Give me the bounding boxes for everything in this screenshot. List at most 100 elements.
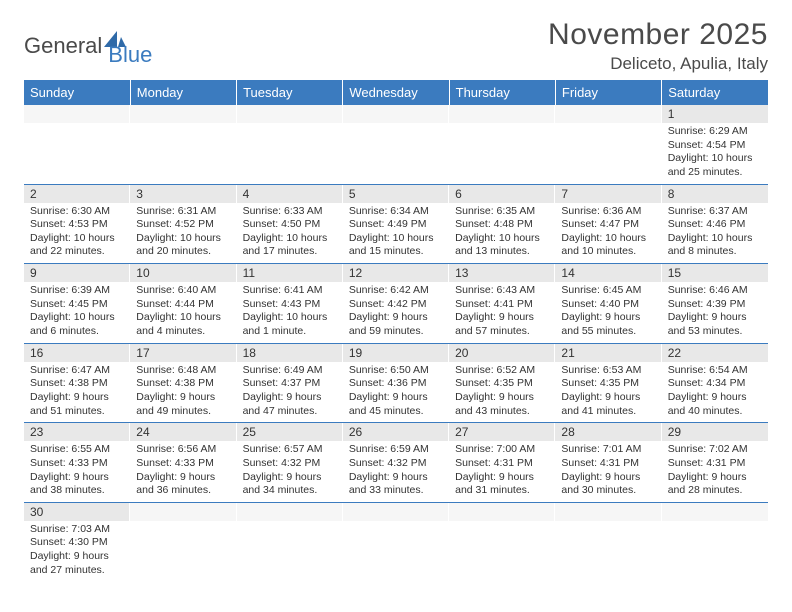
weekday-header: Monday — [130, 80, 236, 105]
calendar-day-cell: 15Sunrise: 6:46 AMSunset: 4:39 PMDayligh… — [662, 264, 768, 344]
sunrise-text: Sunrise: 6:45 AM — [561, 284, 655, 298]
weekday-header: Friday — [555, 80, 661, 105]
day-content: Sunrise: 7:03 AMSunset: 4:30 PMDaylight:… — [24, 521, 130, 582]
weekday-header: Tuesday — [237, 80, 343, 105]
day-content: Sunrise: 6:36 AMSunset: 4:47 PMDaylight:… — [555, 203, 661, 264]
daylight-text: Daylight: 10 hours and 13 minutes. — [455, 232, 549, 259]
day-number: 14 — [555, 264, 661, 282]
daylight-text: Daylight: 9 hours and 38 minutes. — [30, 471, 124, 498]
day-content: Sunrise: 6:40 AMSunset: 4:44 PMDaylight:… — [130, 282, 236, 343]
sunrise-text: Sunrise: 7:03 AM — [30, 523, 124, 537]
day-content: Sunrise: 6:53 AMSunset: 4:35 PMDaylight:… — [555, 362, 661, 423]
calendar-day-cell — [237, 105, 343, 184]
day-content: Sunrise: 6:59 AMSunset: 4:32 PMDaylight:… — [343, 441, 449, 502]
sunrise-text: Sunrise: 6:31 AM — [136, 205, 230, 219]
sunset-text: Sunset: 4:42 PM — [349, 298, 443, 312]
weekday-header: Wednesday — [343, 80, 449, 105]
calendar-day-cell: 28Sunrise: 7:01 AMSunset: 4:31 PMDayligh… — [555, 423, 661, 503]
day-number: 8 — [662, 185, 768, 203]
calendar-day-cell: 22Sunrise: 6:54 AMSunset: 4:34 PMDayligh… — [662, 343, 768, 423]
daylight-text: Daylight: 10 hours and 22 minutes. — [30, 232, 124, 259]
daylight-text: Daylight: 9 hours and 53 minutes. — [668, 311, 762, 338]
day-number — [555, 503, 661, 521]
logo: General Blue — [24, 18, 152, 68]
calendar-day-cell: 18Sunrise: 6:49 AMSunset: 4:37 PMDayligh… — [237, 343, 343, 423]
calendar-week-row: 1Sunrise: 6:29 AMSunset: 4:54 PMDaylight… — [24, 105, 768, 184]
calendar-day-cell: 5Sunrise: 6:34 AMSunset: 4:49 PMDaylight… — [343, 184, 449, 264]
sunset-text: Sunset: 4:32 PM — [349, 457, 443, 471]
calendar-day-cell: 16Sunrise: 6:47 AMSunset: 4:38 PMDayligh… — [24, 343, 130, 423]
sunset-text: Sunset: 4:34 PM — [668, 377, 762, 391]
day-content: Sunrise: 6:55 AMSunset: 4:33 PMDaylight:… — [24, 441, 130, 502]
day-content: Sunrise: 6:49 AMSunset: 4:37 PMDaylight:… — [237, 362, 343, 423]
weekday-header: Sunday — [24, 80, 130, 105]
day-number — [130, 105, 236, 123]
sunset-text: Sunset: 4:33 PM — [136, 457, 230, 471]
sunset-text: Sunset: 4:31 PM — [561, 457, 655, 471]
calendar-day-cell — [449, 105, 555, 184]
calendar-day-cell — [343, 105, 449, 184]
sunset-text: Sunset: 4:54 PM — [668, 139, 762, 153]
sunset-text: Sunset: 4:45 PM — [30, 298, 124, 312]
day-content: Sunrise: 6:43 AMSunset: 4:41 PMDaylight:… — [449, 282, 555, 343]
calendar-day-cell — [343, 502, 449, 581]
daylight-text: Daylight: 9 hours and 27 minutes. — [30, 550, 124, 577]
day-number: 18 — [237, 344, 343, 362]
daylight-text: Daylight: 9 hours and 31 minutes. — [455, 471, 549, 498]
calendar-week-row: 9Sunrise: 6:39 AMSunset: 4:45 PMDaylight… — [24, 264, 768, 344]
sunrise-text: Sunrise: 6:52 AM — [455, 364, 549, 378]
day-content: Sunrise: 6:39 AMSunset: 4:45 PMDaylight:… — [24, 282, 130, 343]
day-content: Sunrise: 6:46 AMSunset: 4:39 PMDaylight:… — [662, 282, 768, 343]
calendar-day-cell: 2Sunrise: 6:30 AMSunset: 4:53 PMDaylight… — [24, 184, 130, 264]
calendar-day-cell: 27Sunrise: 7:00 AMSunset: 4:31 PMDayligh… — [449, 423, 555, 503]
daylight-text: Daylight: 9 hours and 55 minutes. — [561, 311, 655, 338]
day-number — [130, 503, 236, 521]
calendar-day-cell — [449, 502, 555, 581]
location-label: Deliceto, Apulia, Italy — [548, 54, 768, 74]
day-number: 16 — [24, 344, 130, 362]
sunset-text: Sunset: 4:36 PM — [349, 377, 443, 391]
day-number — [24, 105, 130, 123]
day-number: 28 — [555, 423, 661, 441]
sunset-text: Sunset: 4:38 PM — [136, 377, 230, 391]
weekday-header-row: SundayMondayTuesdayWednesdayThursdayFrid… — [24, 80, 768, 105]
day-content: Sunrise: 7:02 AMSunset: 4:31 PMDaylight:… — [662, 441, 768, 502]
sunrise-text: Sunrise: 6:48 AM — [136, 364, 230, 378]
day-number: 26 — [343, 423, 449, 441]
sunset-text: Sunset: 4:31 PM — [668, 457, 762, 471]
calendar-day-cell: 17Sunrise: 6:48 AMSunset: 4:38 PMDayligh… — [130, 343, 236, 423]
calendar-day-cell: 3Sunrise: 6:31 AMSunset: 4:52 PMDaylight… — [130, 184, 236, 264]
calendar-day-cell: 8Sunrise: 6:37 AMSunset: 4:46 PMDaylight… — [662, 184, 768, 264]
daylight-text: Daylight: 9 hours and 43 minutes. — [455, 391, 549, 418]
calendar-day-cell: 24Sunrise: 6:56 AMSunset: 4:33 PMDayligh… — [130, 423, 236, 503]
daylight-text: Daylight: 10 hours and 4 minutes. — [136, 311, 230, 338]
page-title: November 2025 — [548, 18, 768, 52]
day-number: 12 — [343, 264, 449, 282]
calendar-day-cell: 10Sunrise: 6:40 AMSunset: 4:44 PMDayligh… — [130, 264, 236, 344]
day-content: Sunrise: 6:47 AMSunset: 4:38 PMDaylight:… — [24, 362, 130, 423]
calendar-day-cell — [130, 502, 236, 581]
day-number — [555, 105, 661, 123]
day-number: 21 — [555, 344, 661, 362]
day-content: Sunrise: 6:29 AMSunset: 4:54 PMDaylight:… — [662, 123, 768, 184]
day-number: 30 — [24, 503, 130, 521]
sunrise-text: Sunrise: 6:34 AM — [349, 205, 443, 219]
calendar-table: SundayMondayTuesdayWednesdayThursdayFrid… — [24, 80, 768, 581]
day-number: 13 — [449, 264, 555, 282]
sunrise-text: Sunrise: 7:02 AM — [668, 443, 762, 457]
day-content: Sunrise: 6:33 AMSunset: 4:50 PMDaylight:… — [237, 203, 343, 264]
calendar-day-cell — [662, 502, 768, 581]
daylight-text: Daylight: 9 hours and 59 minutes. — [349, 311, 443, 338]
day-content: Sunrise: 7:00 AMSunset: 4:31 PMDaylight:… — [449, 441, 555, 502]
daylight-text: Daylight: 10 hours and 6 minutes. — [30, 311, 124, 338]
daylight-text: Daylight: 9 hours and 34 minutes. — [243, 471, 337, 498]
day-number: 2 — [24, 185, 130, 203]
day-number: 7 — [555, 185, 661, 203]
day-number — [343, 503, 449, 521]
sunrise-text: Sunrise: 6:43 AM — [455, 284, 549, 298]
calendar-day-cell: 25Sunrise: 6:57 AMSunset: 4:32 PMDayligh… — [237, 423, 343, 503]
sunset-text: Sunset: 4:32 PM — [243, 457, 337, 471]
sunrise-text: Sunrise: 6:33 AM — [243, 205, 337, 219]
day-number: 4 — [237, 185, 343, 203]
sunset-text: Sunset: 4:40 PM — [561, 298, 655, 312]
